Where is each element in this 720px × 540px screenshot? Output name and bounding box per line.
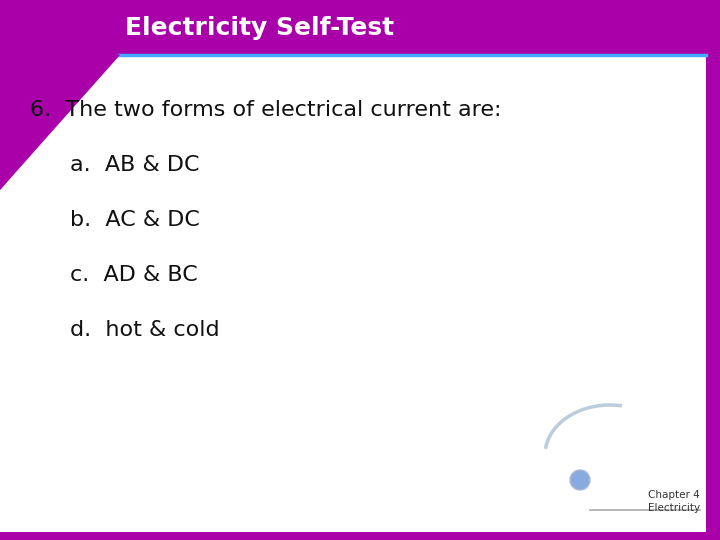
Text: a.  AB & DC: a. AB & DC [70, 155, 199, 175]
Text: 6.  The two forms of electrical current are:: 6. The two forms of electrical current a… [30, 100, 502, 120]
Text: d.  hot & cold: d. hot & cold [70, 320, 220, 340]
Polygon shape [0, 55, 115, 190]
Polygon shape [0, 0, 120, 190]
Text: b.  AC & DC: b. AC & DC [70, 210, 200, 230]
Circle shape [570, 470, 590, 490]
Bar [706, 0, 720, 540]
Text: c.  AD & BC: c. AD & BC [70, 265, 198, 285]
Bar [0, 532, 720, 540]
Text: Chapter 4
Electricity: Chapter 4 Electricity [648, 490, 700, 513]
Text: Electricity Self-Test: Electricity Self-Test [125, 16, 394, 39]
Bar [0, 0, 706, 55]
